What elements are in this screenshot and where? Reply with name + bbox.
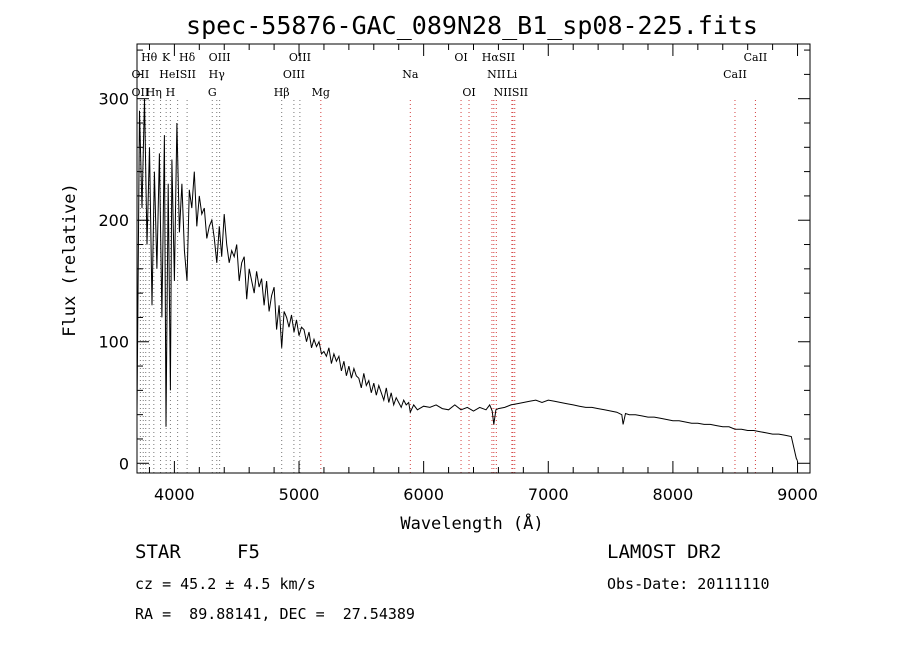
survey-name: LAMOST DR2 (607, 541, 722, 563)
spectral-line-label: HeISII (159, 68, 196, 81)
spectral-line-label: OI (454, 51, 467, 64)
coordinates: RA = 89.88141, DEC = 27.54389 (135, 605, 415, 623)
spectrum-series-line (136, 98, 798, 462)
spectral-line-label: NIISII (494, 86, 529, 99)
spectral-line-label: Li (506, 68, 517, 81)
spectral-line-label: K (162, 51, 171, 64)
y-tick-label: 200 (98, 211, 129, 230)
x-axis-ticks: 4000 5000 6000 7000 8000 9000 (148, 44, 818, 504)
spectral-line-label: CaII (744, 51, 768, 64)
x-axis-label: Wavelength (Å) (400, 512, 543, 534)
spectral-line-label: Hθ (141, 51, 158, 64)
spectral-line-label: Hη (146, 86, 162, 99)
spectral-line-labels: Hθ K Hδ OIII OIII OI HαSII CaII OII HeISII Hγ OIII N… (132, 51, 768, 99)
red-line-markers (320, 100, 756, 473)
x-tick-label: 6000 (403, 485, 444, 504)
spectral-line-label: Na (402, 68, 419, 81)
x-tick-label: 7000 (528, 485, 569, 504)
y-tick-label: 300 (98, 90, 129, 109)
x-tick-label: 4000 (154, 485, 195, 504)
spectral-line-label: G (208, 86, 217, 99)
spectral-line-label: NII (487, 68, 505, 81)
y-axis-ticks: 0 100 200 300 (98, 49, 810, 473)
x-tick-label: 8000 (653, 485, 694, 504)
spectral-line-label: OIII (209, 51, 231, 64)
y-tick-label: 100 (98, 333, 129, 352)
spectral-line-label: OI (462, 86, 475, 99)
spectral-line-label: Mg (312, 86, 330, 99)
chart-title: spec-55876-GAC_089N28_B1_sp08-225.fits (186, 11, 758, 40)
spectral-line-label: OIII (283, 68, 305, 81)
x-tick-label: 5000 (279, 485, 320, 504)
observation-date: Obs-Date: 20111110 (607, 575, 770, 593)
y-axis-label: Flux (relative) (60, 183, 80, 337)
spectral-line-label: CaII (723, 68, 747, 81)
spectral-line-label: Hβ (274, 86, 290, 99)
spectral-line-label: Hδ (179, 51, 196, 64)
spectral-line-label: OIII (289, 51, 311, 64)
spectral-line-label: HαSII (482, 51, 515, 64)
spectral-line-label: OII (132, 86, 150, 99)
spectral-line-label: H (166, 86, 176, 99)
redshift-velocity: cz = 45.2 ± 4.5 km/s (135, 575, 316, 593)
x-tick-label: 9000 (777, 485, 818, 504)
spectral-line-label: Hγ (209, 68, 226, 81)
y-tick-label: 0 (119, 454, 129, 473)
object-subclass: F5 (237, 541, 260, 563)
object-class: STAR (135, 541, 181, 563)
